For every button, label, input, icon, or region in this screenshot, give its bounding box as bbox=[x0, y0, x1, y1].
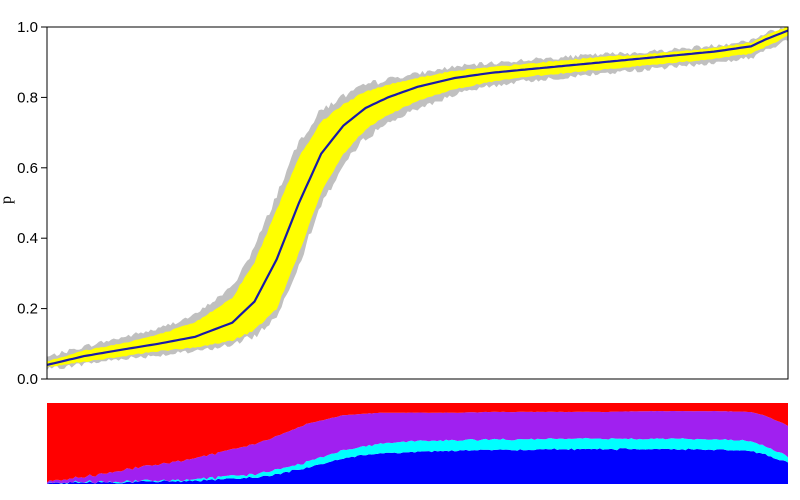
main-plot: 0.0 0.2 0.4 0.6 0.8 1.0 p bbox=[0, 19, 789, 388]
inner-band bbox=[47, 27, 788, 367]
y-tick-label: 1.0 bbox=[17, 19, 38, 36]
y-axis-title: p bbox=[0, 196, 15, 204]
stack-plot bbox=[47, 403, 788, 484]
y-axis: 0.0 0.2 0.4 0.6 0.8 1.0 bbox=[17, 19, 47, 388]
stack-layer-3 bbox=[47, 411, 788, 484]
stack-layer-1 bbox=[47, 448, 788, 484]
y-tick-label: 0.4 bbox=[17, 230, 38, 247]
y-tick-label: 0.0 bbox=[17, 371, 38, 388]
inner-band-layer bbox=[47, 27, 788, 367]
mean-line-layer bbox=[46, 29, 789, 366]
mean-line bbox=[46, 29, 789, 366]
y-tick-label: 0.6 bbox=[17, 160, 38, 177]
stack-layer-4 bbox=[47, 403, 788, 483]
y-tick-label: 0.2 bbox=[17, 301, 38, 318]
plot-frame bbox=[46, 26, 789, 380]
stack-layer-2 bbox=[47, 437, 788, 484]
y-tick-label: 0.8 bbox=[17, 89, 38, 106]
